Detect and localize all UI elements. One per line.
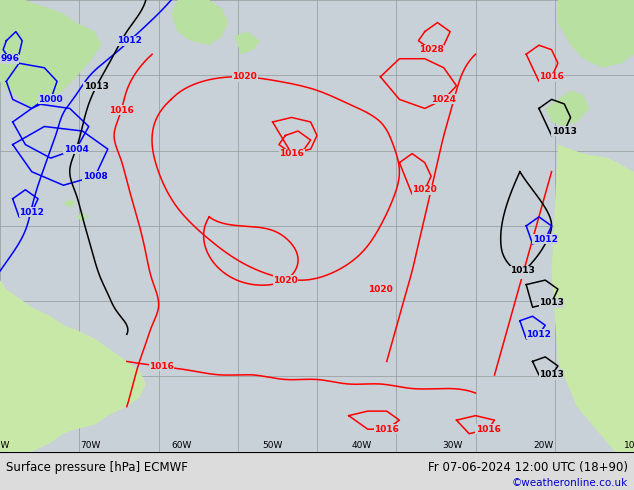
Text: 1000: 1000 <box>39 95 63 104</box>
Text: 80W: 80W <box>0 441 10 450</box>
Text: 1004: 1004 <box>63 145 89 153</box>
Text: 1013: 1013 <box>84 82 109 91</box>
Polygon shape <box>545 90 590 126</box>
Text: 1016: 1016 <box>476 425 501 434</box>
Text: 40W: 40W <box>352 441 372 450</box>
Text: 1016: 1016 <box>109 105 134 115</box>
Text: 1016: 1016 <box>374 425 399 434</box>
Text: 70W: 70W <box>81 441 101 450</box>
Text: 1016: 1016 <box>539 73 564 81</box>
Text: 1020: 1020 <box>368 285 393 294</box>
Text: 1013: 1013 <box>539 298 564 307</box>
Text: 60W: 60W <box>171 441 191 450</box>
Text: 20W: 20W <box>533 441 553 450</box>
Text: 1028: 1028 <box>418 45 444 54</box>
Text: ©weatheronline.co.uk: ©weatheronline.co.uk <box>512 478 628 488</box>
Text: 1020: 1020 <box>412 185 437 194</box>
Polygon shape <box>0 0 101 104</box>
Text: 1012: 1012 <box>526 330 552 339</box>
Text: 1020: 1020 <box>273 275 298 285</box>
Text: 1016: 1016 <box>510 269 535 278</box>
Polygon shape <box>76 212 89 221</box>
Polygon shape <box>558 0 634 68</box>
Text: 1016: 1016 <box>279 149 304 158</box>
Polygon shape <box>63 199 76 208</box>
Text: 1008: 1008 <box>82 172 108 181</box>
Text: 1013: 1013 <box>510 266 535 275</box>
Text: 1016: 1016 <box>149 362 174 371</box>
Text: 1024: 1024 <box>431 95 456 104</box>
Text: 30W: 30W <box>443 441 463 450</box>
Polygon shape <box>171 0 228 45</box>
Polygon shape <box>552 145 634 452</box>
Polygon shape <box>0 280 146 452</box>
Text: 50W: 50W <box>262 441 282 450</box>
Polygon shape <box>235 32 260 54</box>
Text: 1012: 1012 <box>19 208 44 217</box>
Text: 1012: 1012 <box>117 36 142 46</box>
Text: 996: 996 <box>0 54 19 63</box>
Text: Surface pressure [hPa] ECMWF: Surface pressure [hPa] ECMWF <box>6 461 188 473</box>
Polygon shape <box>0 0 51 108</box>
Text: Fr 07-06-2024 12:00 UTC (18+90): Fr 07-06-2024 12:00 UTC (18+90) <box>428 461 628 473</box>
Text: 1013: 1013 <box>539 370 564 379</box>
Text: 1013: 1013 <box>552 126 577 136</box>
Text: 10W: 10W <box>624 441 634 450</box>
Text: 1020: 1020 <box>233 73 257 81</box>
Text: 1012: 1012 <box>533 235 558 244</box>
